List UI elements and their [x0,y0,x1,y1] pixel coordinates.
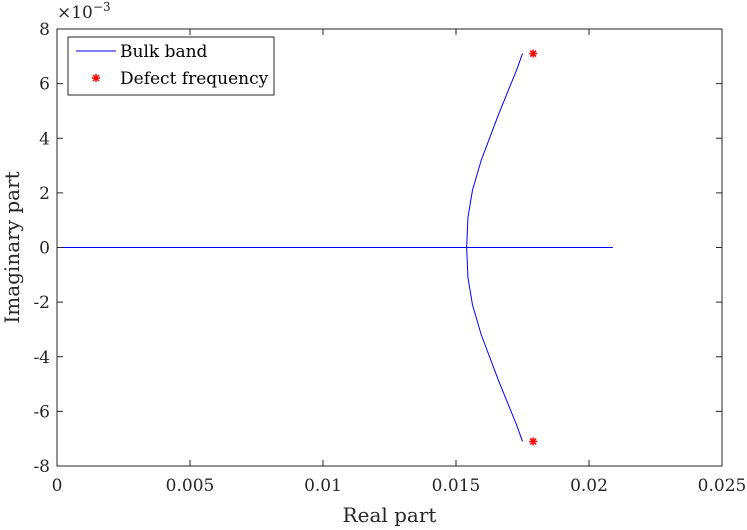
defect-frequency-marker [529,437,538,446]
legend-star-swatch [92,74,100,82]
legend: Bulk band Defect frequency [67,36,275,96]
y-axis-title: Imaginary part [0,171,24,323]
y-tick-label: 4 [39,129,50,149]
y-tick-label: -4 [33,348,50,368]
y-exponent-label: ×10−3 [57,0,111,23]
y-exponent-power: −3 [93,0,111,14]
x-tick-label: 0.025 [698,476,747,496]
y-tick-label: -6 [33,402,50,422]
y-exponent-base: ×10 [57,3,93,23]
legend-box [67,36,275,96]
series-layer [57,49,613,446]
x-tick-label: 0.01 [304,476,342,496]
y-tick-label: -2 [33,293,50,313]
x-tick-label: 0.015 [432,476,481,496]
defect-frequency-marker [529,49,538,58]
y-tick-label: 0 [39,239,50,259]
y-tick-label: 2 [39,184,50,204]
legend-label-defect-frequency: Defect frequency [120,69,269,89]
x-tick-label: 0.005 [166,476,215,496]
y-tick-label: 6 [39,75,50,95]
x-tick-label: 0 [52,476,63,496]
y-tick-label: 8 [39,20,50,40]
y-tick-label: -8 [33,457,50,477]
x-axis-title: Real part [343,503,437,527]
bulk-band-line-1 [466,53,523,442]
ticks-layer: 0 0.005 0.01 0.015 0.02 0.025 -8 -6 -4 -2 0 2 4 6 8 [33,20,746,496]
legend-label-bulk-band: Bulk band [120,42,208,62]
x-tick-label: 0.02 [570,476,608,496]
